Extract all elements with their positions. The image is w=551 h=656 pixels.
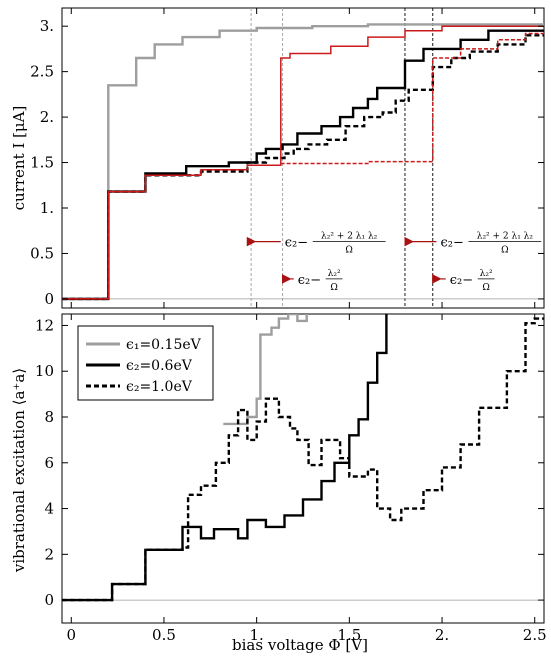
current-y-axis-ticks: 0 0.5 1. 1.5 2. 2.5 3.	[30, 17, 544, 308]
y-tick-label: 0	[44, 591, 54, 609]
annotation-label-2: ϵ₂− λ₂² + 2 λ₁ λ₂ Ω	[440, 232, 542, 256]
legend-box	[77, 325, 214, 401]
x-axis-label: bias voltage Φ [V]	[232, 636, 368, 654]
annotation-label-1: ϵ₂− λ₂² Ω	[298, 269, 343, 293]
y-tick-label: 4	[44, 500, 54, 518]
current-reference-lines	[250, 8, 434, 308]
y-tick-label: 3.	[40, 17, 54, 35]
y-tick-label: 10	[35, 362, 54, 380]
annotation-label-0: ϵ₂− λ₂² + 2 λ₁ λ₂ Ω	[285, 232, 386, 256]
y-tick-label: 8	[44, 408, 54, 426]
annotation-numerator: λ₂²	[480, 269, 493, 279]
annotation-prefix: ϵ₂−	[298, 273, 321, 288]
annotation-prefix: ϵ₂−	[450, 273, 473, 288]
excitation-panel: 0 2 4 6 8 10 12 0 0.5 1. 1.5 2. 2.5 ϵ₁=0.15eV ϵ₂=0.…	[10, 313, 547, 654]
y-tick-label: 1.	[40, 199, 54, 217]
current-plot-frame	[61, 7, 545, 309]
excitation-y-axis-label: vibrational excitation ⟨a⁺a⟩	[10, 368, 28, 573]
x-tick-label: 2.	[435, 626, 449, 644]
series-line-e3	[62, 34, 544, 301]
series-line-e3	[62, 317, 544, 602]
y-tick-label: 2	[44, 545, 54, 563]
excitation-x-axis-ticks: 0 0.5 1. 1.5 2. 2.5	[66, 314, 547, 644]
current-annotations: ϵ₂− λ₂² + 2 λ₁ λ₂ Ωϵ₂− λ₂² Ωϵ₂− λ₂² + 2 λ₁ λ₂…	[246, 232, 542, 293]
x-tick-label: 0	[66, 626, 76, 644]
current-series	[62, 23, 544, 301]
y-tick-label: 1.5	[30, 154, 54, 172]
annotation-numerator: λ₂²	[328, 269, 341, 279]
annotation-numerator: λ₂² + 2 λ₁ λ₂	[321, 232, 378, 242]
annotation-prefix: ϵ₂−	[440, 236, 463, 251]
annotation-label-3: ϵ₂− λ₂² Ω	[450, 269, 495, 293]
annotation-denominator: Ω	[501, 246, 508, 256]
series-line-red1	[62, 25, 544, 300]
series-line-red2	[62, 32, 544, 300]
current-panel: 0 0.5 1. 1.5 2. 2.5 3. ϵ₂− λ₂² + 2 λ₁ λ₂ Ωϵ₂− λ₂²…	[10, 7, 545, 309]
y-tick-label: 0	[44, 290, 54, 308]
x-tick-label: 1.	[249, 626, 263, 644]
x-tick-label: 1.5	[337, 626, 361, 644]
legend-label-e1: ϵ₁=0.15eV	[126, 337, 202, 353]
legend-label-e3: ϵ₂=1.0eV	[126, 379, 193, 395]
series-line-e1	[223, 314, 308, 426]
y-tick-label: 6	[44, 454, 54, 472]
annotation-denominator: Ω	[482, 283, 489, 293]
annotation-numerator: λ₂² + 2 λ₁ λ₂	[477, 232, 534, 242]
series-line-e1	[62, 23, 544, 301]
current-y-axis-label: current I [μA]	[10, 106, 28, 211]
excitation-y-axis-ticks: 0 2 4 6 8 10 12	[35, 316, 544, 609]
series-line-e2	[62, 29, 544, 301]
y-tick-label: 12	[35, 316, 54, 334]
series-line-e2	[62, 314, 388, 602]
y-tick-label: 0.5	[30, 244, 54, 262]
excitation-series	[62, 314, 544, 602]
current-x-axis-ticks	[70, 8, 536, 308]
annotation-denominator: Ω	[330, 283, 337, 293]
x-tick-label: 2.5	[523, 626, 547, 644]
y-tick-label: 2.5	[30, 63, 54, 81]
annotation-denominator: Ω	[345, 246, 352, 256]
legend-label-e2: ϵ₂=0.6eV	[126, 358, 193, 374]
excitation-plot-frame	[61, 313, 545, 624]
legend: ϵ₁=0.15eV ϵ₂=0.6eV ϵ₂=1.0eV	[77, 325, 214, 401]
y-tick-label: 2.	[40, 108, 54, 126]
annotation-prefix: ϵ₂−	[285, 236, 308, 251]
x-tick-label: 0.5	[152, 626, 176, 644]
